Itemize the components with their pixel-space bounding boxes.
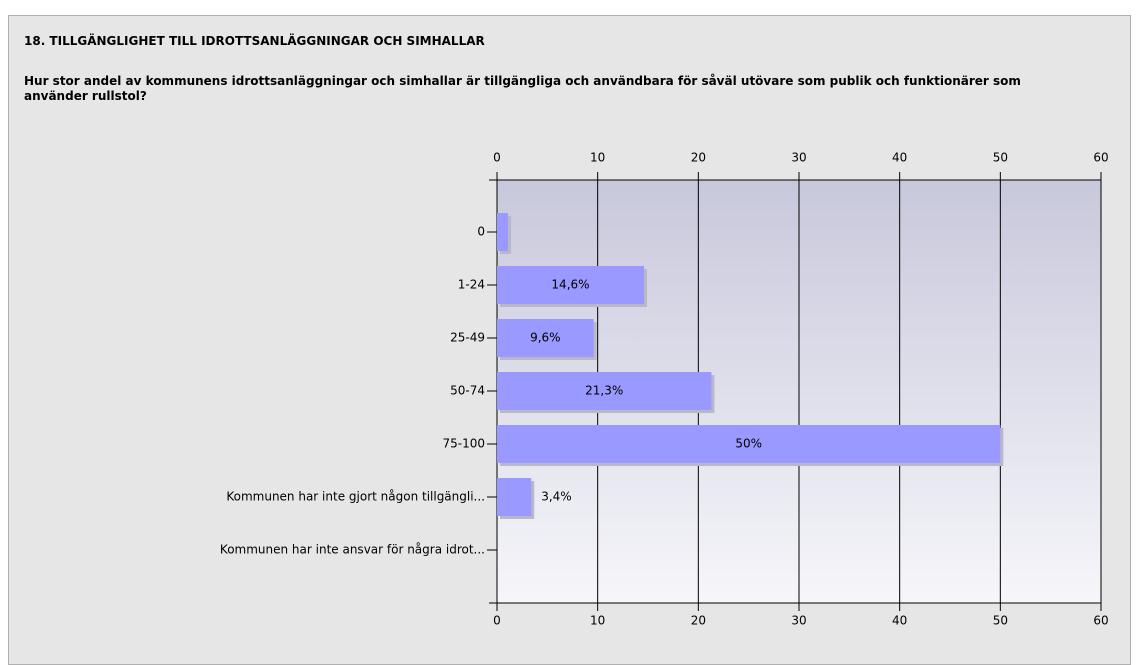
- bar: [497, 266, 644, 304]
- x-tick-label: 50: [993, 151, 1008, 165]
- bar: [497, 425, 1001, 463]
- x-tick-label: 10: [590, 151, 605, 165]
- x-tick-label: 10: [590, 614, 605, 628]
- bar: [497, 478, 532, 516]
- x-tick-label: 30: [791, 151, 806, 165]
- bar: [497, 372, 712, 410]
- y-tick-label: 75-100: [442, 437, 485, 451]
- x-tick-label: 50: [993, 614, 1008, 628]
- y-tick-label: 1-24: [458, 278, 485, 292]
- value-label: 50%: [735, 437, 762, 451]
- chart-title: 18. TILLGÄNGLIGHET TILL IDROTTSANLÄGGNIN…: [24, 34, 485, 48]
- x-tick-label: 0: [493, 151, 501, 165]
- x-tick-label: 20: [691, 614, 706, 628]
- y-tick-label: 25-49: [450, 331, 485, 345]
- value-label: 21,3%: [585, 384, 623, 398]
- x-tick-label: 60: [1093, 151, 1108, 165]
- x-tick-label: 0: [493, 614, 501, 628]
- value-label: 14,6%: [551, 278, 589, 292]
- x-tick-label: 60: [1093, 614, 1108, 628]
- y-tick-label: Kommunen har inte ansvar för några idrot…: [220, 543, 485, 557]
- value-label: 9,6%: [530, 331, 561, 345]
- value-label: 3,4%: [541, 490, 572, 504]
- x-tick-label: 40: [892, 614, 907, 628]
- bar: [497, 319, 594, 357]
- bar: [497, 213, 509, 251]
- x-tick-label: 40: [892, 151, 907, 165]
- y-tick-label: 50-74: [450, 384, 485, 398]
- chart-subtitle: Hur stor andel av kommunens idrottsanläg…: [24, 74, 1021, 103]
- x-tick-label: 30: [791, 614, 806, 628]
- x-tick-label: 20: [691, 151, 706, 165]
- y-tick-label: 0: [477, 225, 485, 239]
- y-tick-label: Kommunen har inte gjort någon tillgängli…: [226, 490, 485, 504]
